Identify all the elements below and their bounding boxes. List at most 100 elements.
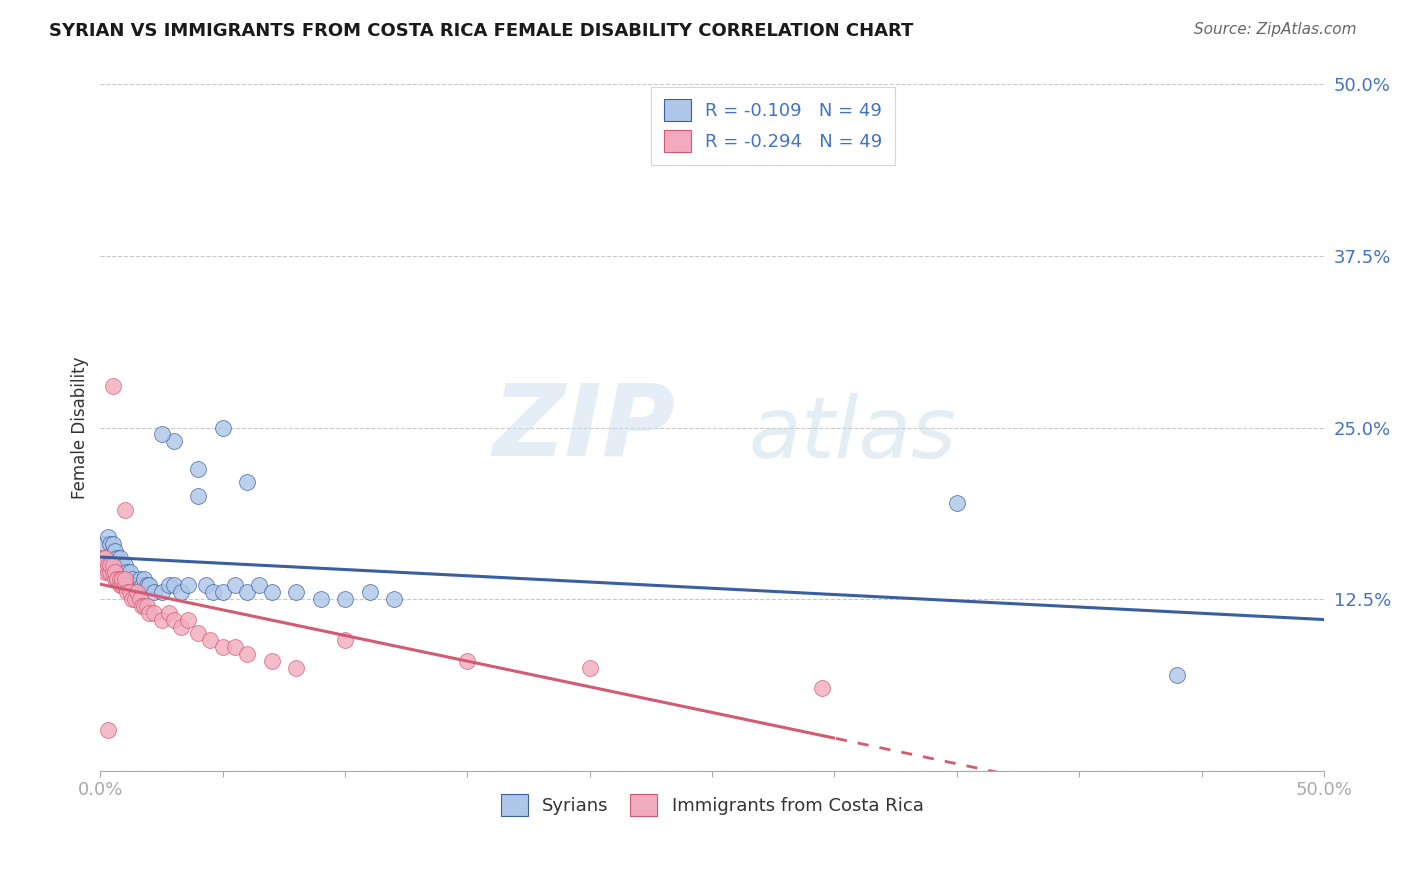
Point <box>163 578 186 592</box>
Point <box>118 585 141 599</box>
Point <box>211 420 233 434</box>
Point <box>157 606 180 620</box>
Point <box>260 654 283 668</box>
Point <box>108 578 131 592</box>
Point <box>811 681 834 696</box>
Point <box>163 434 186 449</box>
Point <box>101 565 124 579</box>
Point <box>200 633 222 648</box>
Point <box>578 661 600 675</box>
Point <box>94 537 117 551</box>
Point <box>131 599 153 613</box>
Point <box>150 585 173 599</box>
Point <box>104 551 127 566</box>
Point <box>107 572 129 586</box>
Point <box>101 537 124 551</box>
Point <box>359 585 381 599</box>
Point <box>111 578 134 592</box>
Point <box>138 578 160 592</box>
Point <box>97 723 120 737</box>
Point <box>249 578 271 592</box>
Point <box>101 544 124 558</box>
Point <box>108 558 131 572</box>
Text: atlas: atlas <box>749 393 957 476</box>
Point <box>108 572 131 586</box>
Point <box>224 640 246 655</box>
Point <box>124 578 146 592</box>
Point <box>260 585 283 599</box>
Point <box>236 475 259 490</box>
Point <box>143 606 166 620</box>
Point <box>121 572 143 586</box>
Point <box>128 592 150 607</box>
Point <box>117 585 139 599</box>
Point <box>98 537 121 551</box>
Point <box>101 379 124 393</box>
Point <box>111 565 134 579</box>
Point <box>285 585 308 599</box>
Point <box>134 599 156 613</box>
Point <box>118 565 141 579</box>
Point <box>134 572 156 586</box>
Point <box>131 578 153 592</box>
Point <box>111 572 134 586</box>
Point <box>124 592 146 607</box>
Legend: Syrians, Immigrants from Costa Rica: Syrians, Immigrants from Costa Rica <box>494 787 931 823</box>
Point <box>104 565 127 579</box>
Point <box>170 585 193 599</box>
Point <box>108 551 131 566</box>
Point <box>111 558 134 572</box>
Point <box>150 427 173 442</box>
Text: Source: ZipAtlas.com: Source: ZipAtlas.com <box>1194 22 1357 37</box>
Point <box>114 572 136 586</box>
Point <box>94 551 117 566</box>
Point <box>94 565 117 579</box>
Point <box>333 592 356 607</box>
Point <box>97 565 120 579</box>
Point <box>117 565 139 579</box>
Point <box>104 572 127 586</box>
Point <box>456 654 478 668</box>
Point <box>946 496 969 510</box>
Point <box>143 585 166 599</box>
Point <box>121 592 143 607</box>
Point <box>187 626 209 640</box>
Point <box>104 544 127 558</box>
Point <box>177 613 200 627</box>
Point <box>98 558 121 572</box>
Point <box>107 551 129 566</box>
Point <box>177 578 200 592</box>
Point <box>187 489 209 503</box>
Point <box>187 461 209 475</box>
Point <box>236 647 259 661</box>
Point <box>211 585 233 599</box>
Point <box>125 585 148 599</box>
Point <box>150 613 173 627</box>
Point <box>309 592 332 607</box>
Point <box>114 558 136 572</box>
Point <box>125 578 148 592</box>
Point <box>163 613 186 627</box>
Point <box>211 640 233 655</box>
Point <box>236 585 259 599</box>
Y-axis label: Female Disability: Female Disability <box>72 356 89 499</box>
Point <box>101 558 124 572</box>
Point <box>1166 667 1188 681</box>
Point <box>157 578 180 592</box>
Point <box>114 578 136 592</box>
Point <box>98 565 121 579</box>
Point <box>128 572 150 586</box>
Point <box>224 578 246 592</box>
Point <box>333 633 356 648</box>
Point <box>170 619 193 633</box>
Point <box>97 530 120 544</box>
Point <box>97 558 120 572</box>
Point <box>135 578 157 592</box>
Text: ZIP: ZIP <box>492 379 675 476</box>
Point <box>107 572 129 586</box>
Point <box>138 606 160 620</box>
Point <box>201 585 224 599</box>
Point <box>194 578 217 592</box>
Point <box>135 599 157 613</box>
Point <box>382 592 405 607</box>
